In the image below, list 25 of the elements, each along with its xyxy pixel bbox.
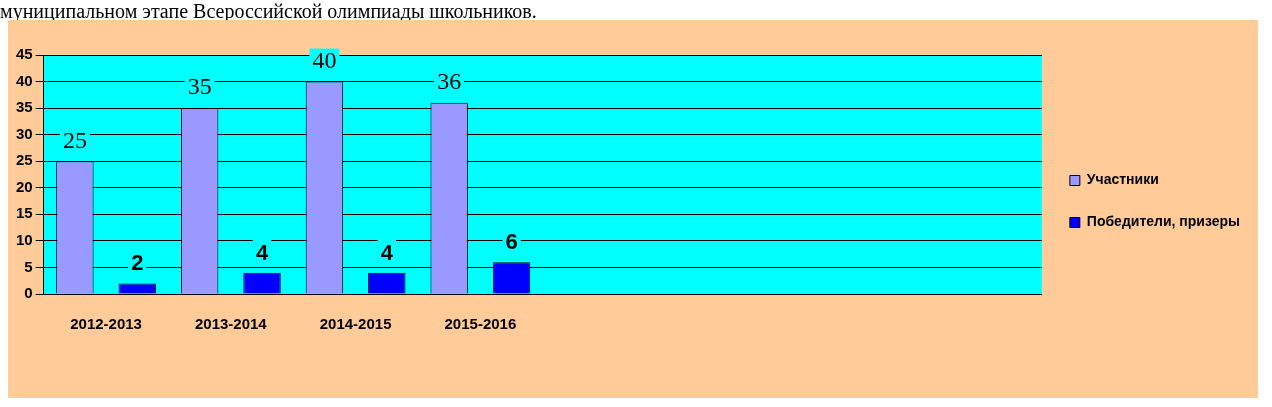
data-label: 6: [505, 229, 518, 255]
data-label: 2: [131, 250, 144, 276]
data-label: 4: [255, 239, 269, 265]
legend-label: Победители, призеры: [1086, 213, 1241, 230]
x-tick-label: 2012-2013: [70, 315, 142, 333]
data-label: 40: [312, 46, 337, 73]
x-tick-label: 2014-2015: [319, 315, 392, 333]
data-label: 36: [437, 68, 462, 95]
x-tick-label: 2013-2014: [194, 315, 268, 333]
y-tick-label: 25: [16, 151, 33, 169]
data-label: 25: [62, 126, 87, 153]
y-tick-label: 45: [16, 45, 33, 63]
x-tick-label: 2015-2016: [444, 315, 517, 333]
y-tick-label: 15: [16, 204, 33, 222]
data-label: 4: [380, 239, 394, 265]
y-tick-label: 35: [16, 98, 33, 116]
y-tick-label: 5: [24, 257, 33, 275]
y-tick-label: 30: [16, 124, 33, 142]
text: муниципальном этапе Всероссийской олимпиады школьников.: [0, 0, 537, 23]
legend-label: Участники: [1086, 171, 1159, 188]
y-tick-label: 10: [16, 231, 33, 249]
y-tick-label: 40: [16, 71, 33, 89]
y-tick-label: 20: [16, 177, 33, 195]
data-label: 35: [187, 73, 212, 100]
y-tick-label: 0: [24, 284, 33, 302]
